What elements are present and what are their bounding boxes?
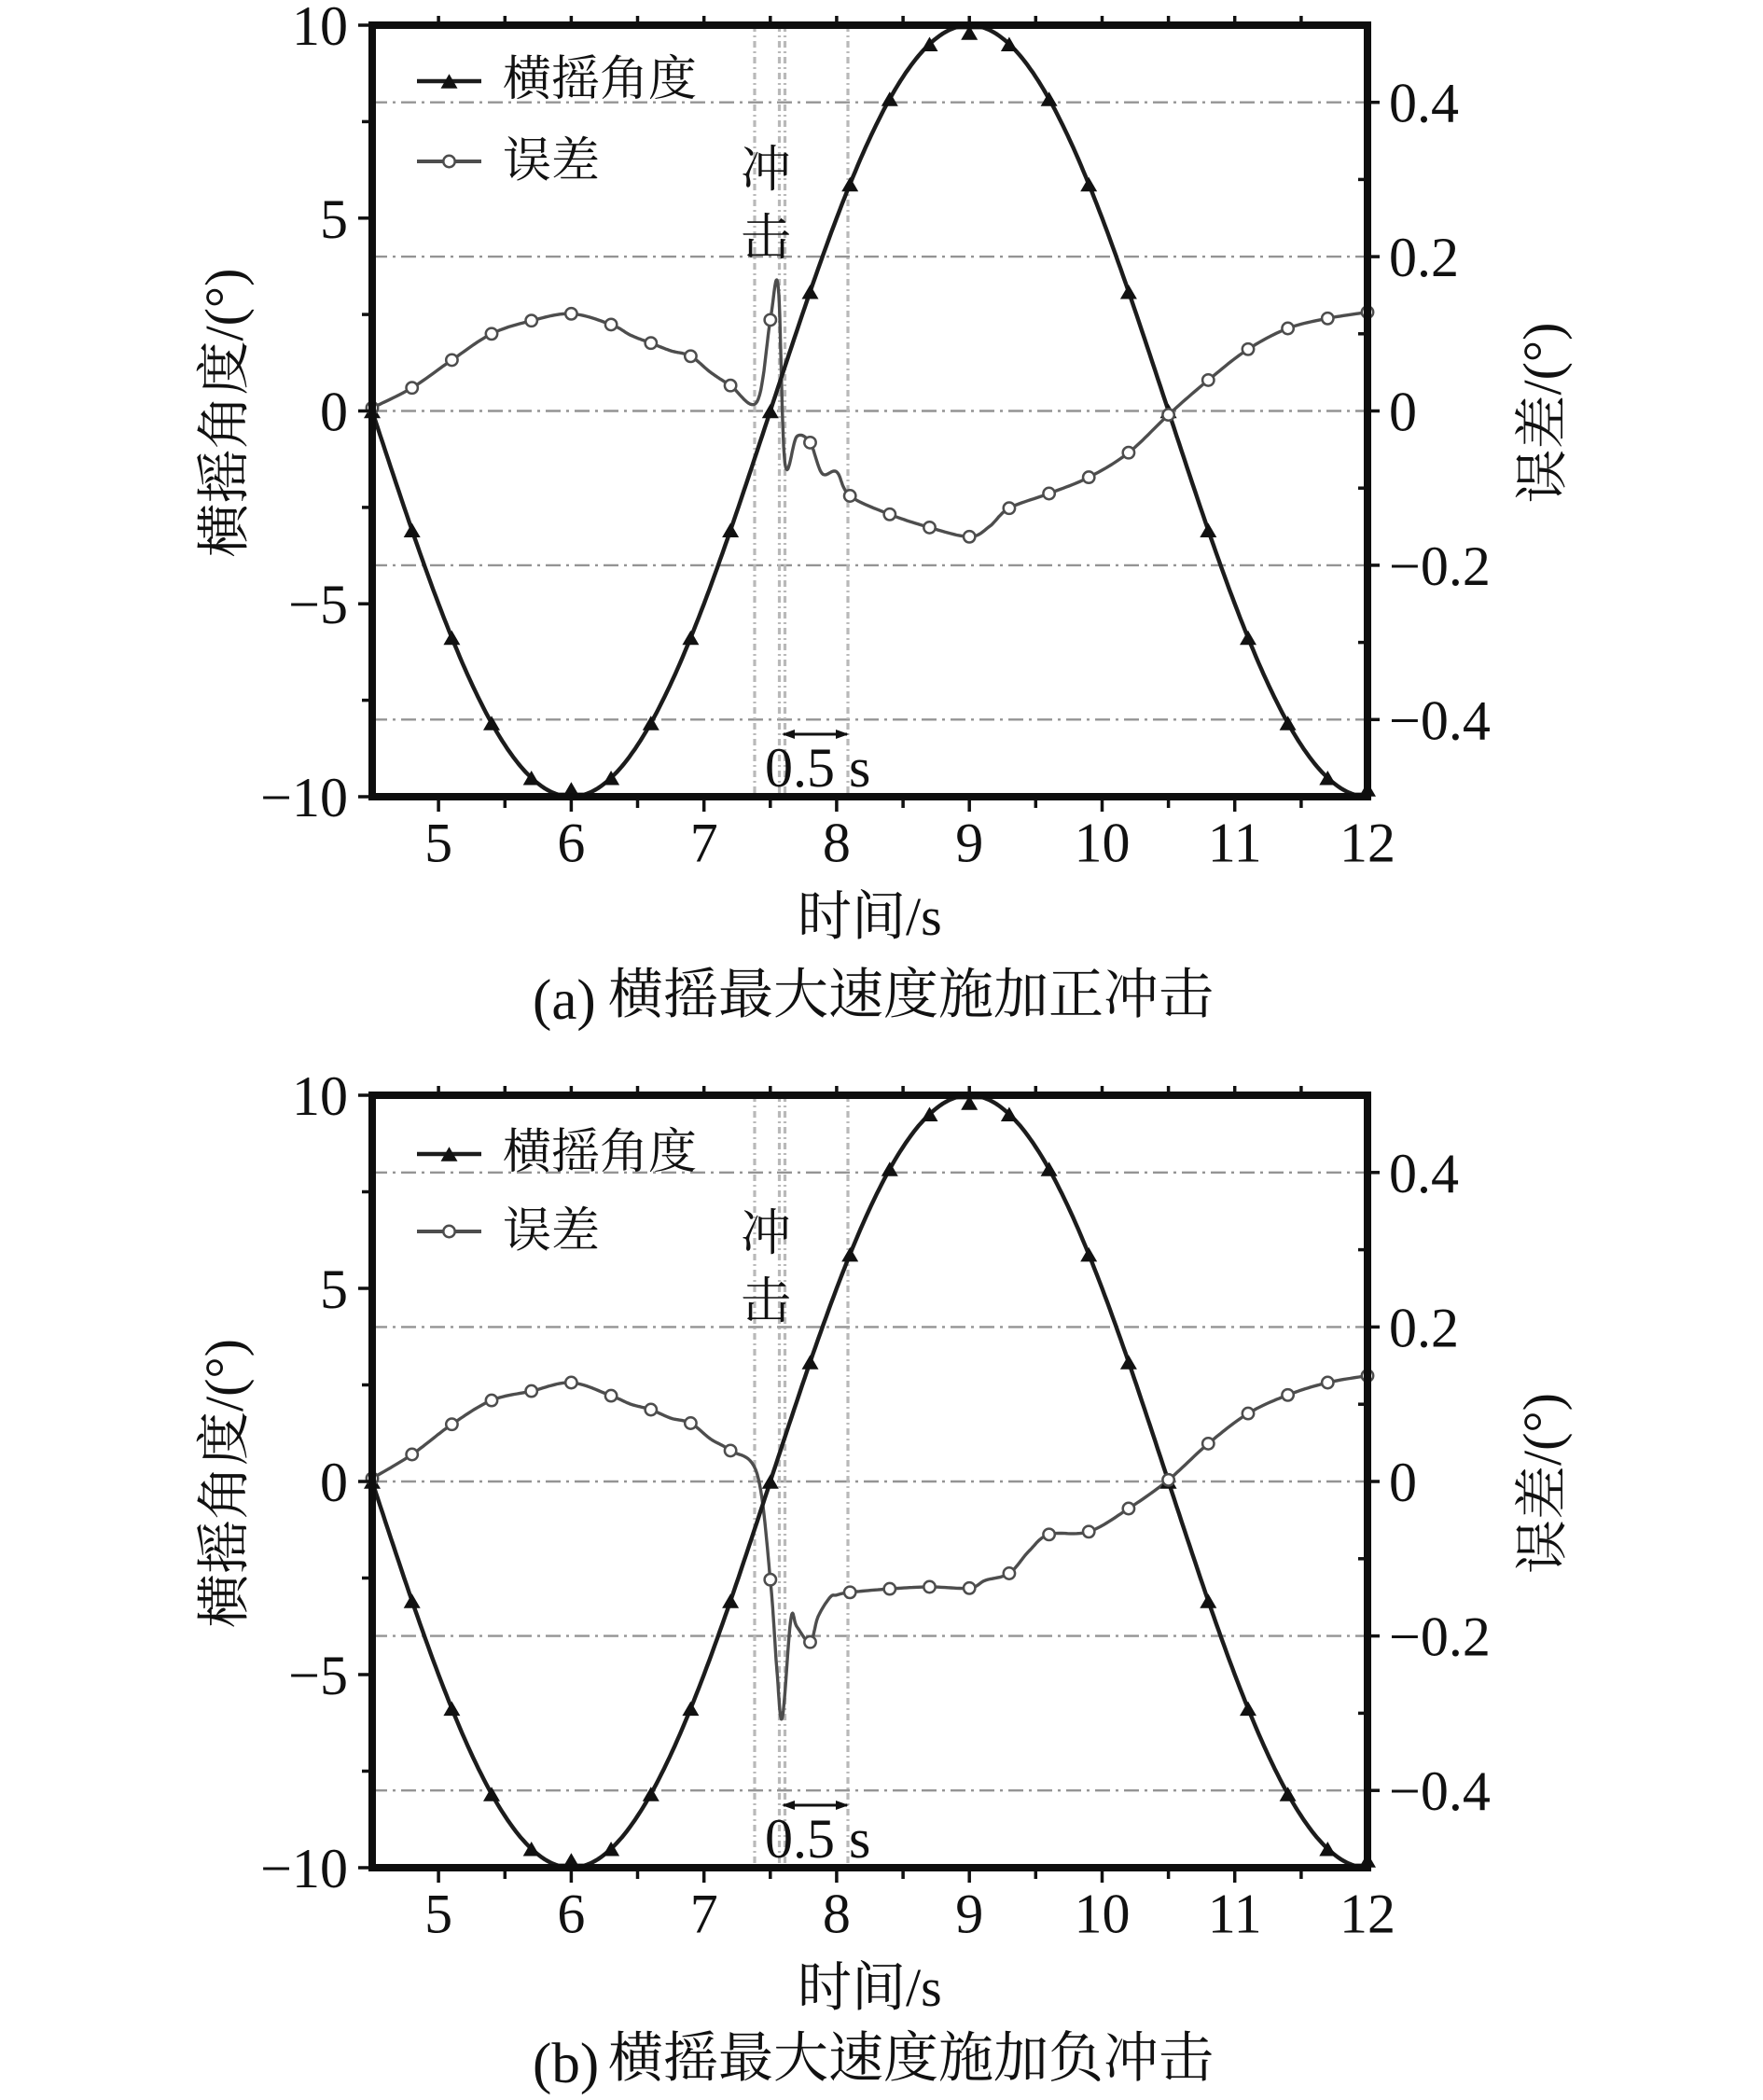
- svg-text:0.2: 0.2: [1389, 227, 1459, 288]
- svg-text:9: 9: [955, 1884, 983, 1945]
- svg-text:0: 0: [1389, 1452, 1417, 1513]
- svg-text:0: 0: [320, 382, 348, 443]
- svg-text:10: 10: [1075, 813, 1131, 874]
- svg-text:5: 5: [320, 188, 348, 250]
- svg-text:11: 11: [1208, 813, 1262, 874]
- svg-text:9: 9: [955, 813, 983, 874]
- svg-text:0.4: 0.4: [1389, 1143, 1459, 1204]
- svg-text:−10: −10: [260, 1838, 348, 1899]
- svg-text:−0.2: −0.2: [1389, 1606, 1491, 1668]
- svg-text:−0.2: −0.2: [1389, 535, 1491, 597]
- svg-text:10: 10: [292, 0, 348, 57]
- svg-text:−10: −10: [260, 767, 348, 828]
- svg-text:0.5 s: 0.5 s: [765, 737, 870, 799]
- svg-text:0: 0: [1389, 382, 1417, 443]
- svg-text:6: 6: [557, 813, 585, 874]
- svg-text:/(°): /(°): [194, 1339, 255, 1412]
- svg-text:−5: −5: [288, 1645, 348, 1706]
- svg-text:/s: /s: [906, 886, 942, 947]
- svg-text:8: 8: [823, 1884, 851, 1945]
- svg-text:/(°): /(°): [1512, 323, 1573, 396]
- svg-text:10: 10: [1075, 1884, 1131, 1945]
- svg-text:(b): (b): [533, 2033, 599, 2095]
- svg-text:5: 5: [424, 813, 452, 874]
- svg-text:12: 12: [1340, 1884, 1395, 1945]
- svg-text:7: 7: [690, 1884, 718, 1945]
- svg-text:12: 12: [1340, 813, 1395, 874]
- svg-text:−0.4: −0.4: [1389, 1760, 1491, 1822]
- svg-text:7: 7: [690, 813, 718, 874]
- svg-text:−0.4: −0.4: [1389, 689, 1491, 751]
- svg-text:0.5 s: 0.5 s: [765, 1808, 870, 1870]
- svg-text:11: 11: [1208, 1884, 1262, 1945]
- svg-text:/(°): /(°): [194, 269, 255, 341]
- svg-text:0.4: 0.4: [1389, 73, 1459, 134]
- svg-text:0: 0: [320, 1452, 348, 1513]
- svg-text:−5: −5: [288, 574, 348, 635]
- svg-text:10: 10: [292, 1065, 348, 1127]
- svg-text:6: 6: [557, 1884, 585, 1945]
- svg-text:0.2: 0.2: [1389, 1297, 1459, 1358]
- svg-text:8: 8: [823, 813, 851, 874]
- svg-text:/(°): /(°): [1512, 1393, 1573, 1466]
- svg-text:5: 5: [320, 1259, 348, 1320]
- svg-text:/s: /s: [906, 1957, 942, 2018]
- svg-text:5: 5: [424, 1884, 452, 1945]
- svg-text:(a): (a): [533, 969, 596, 1032]
